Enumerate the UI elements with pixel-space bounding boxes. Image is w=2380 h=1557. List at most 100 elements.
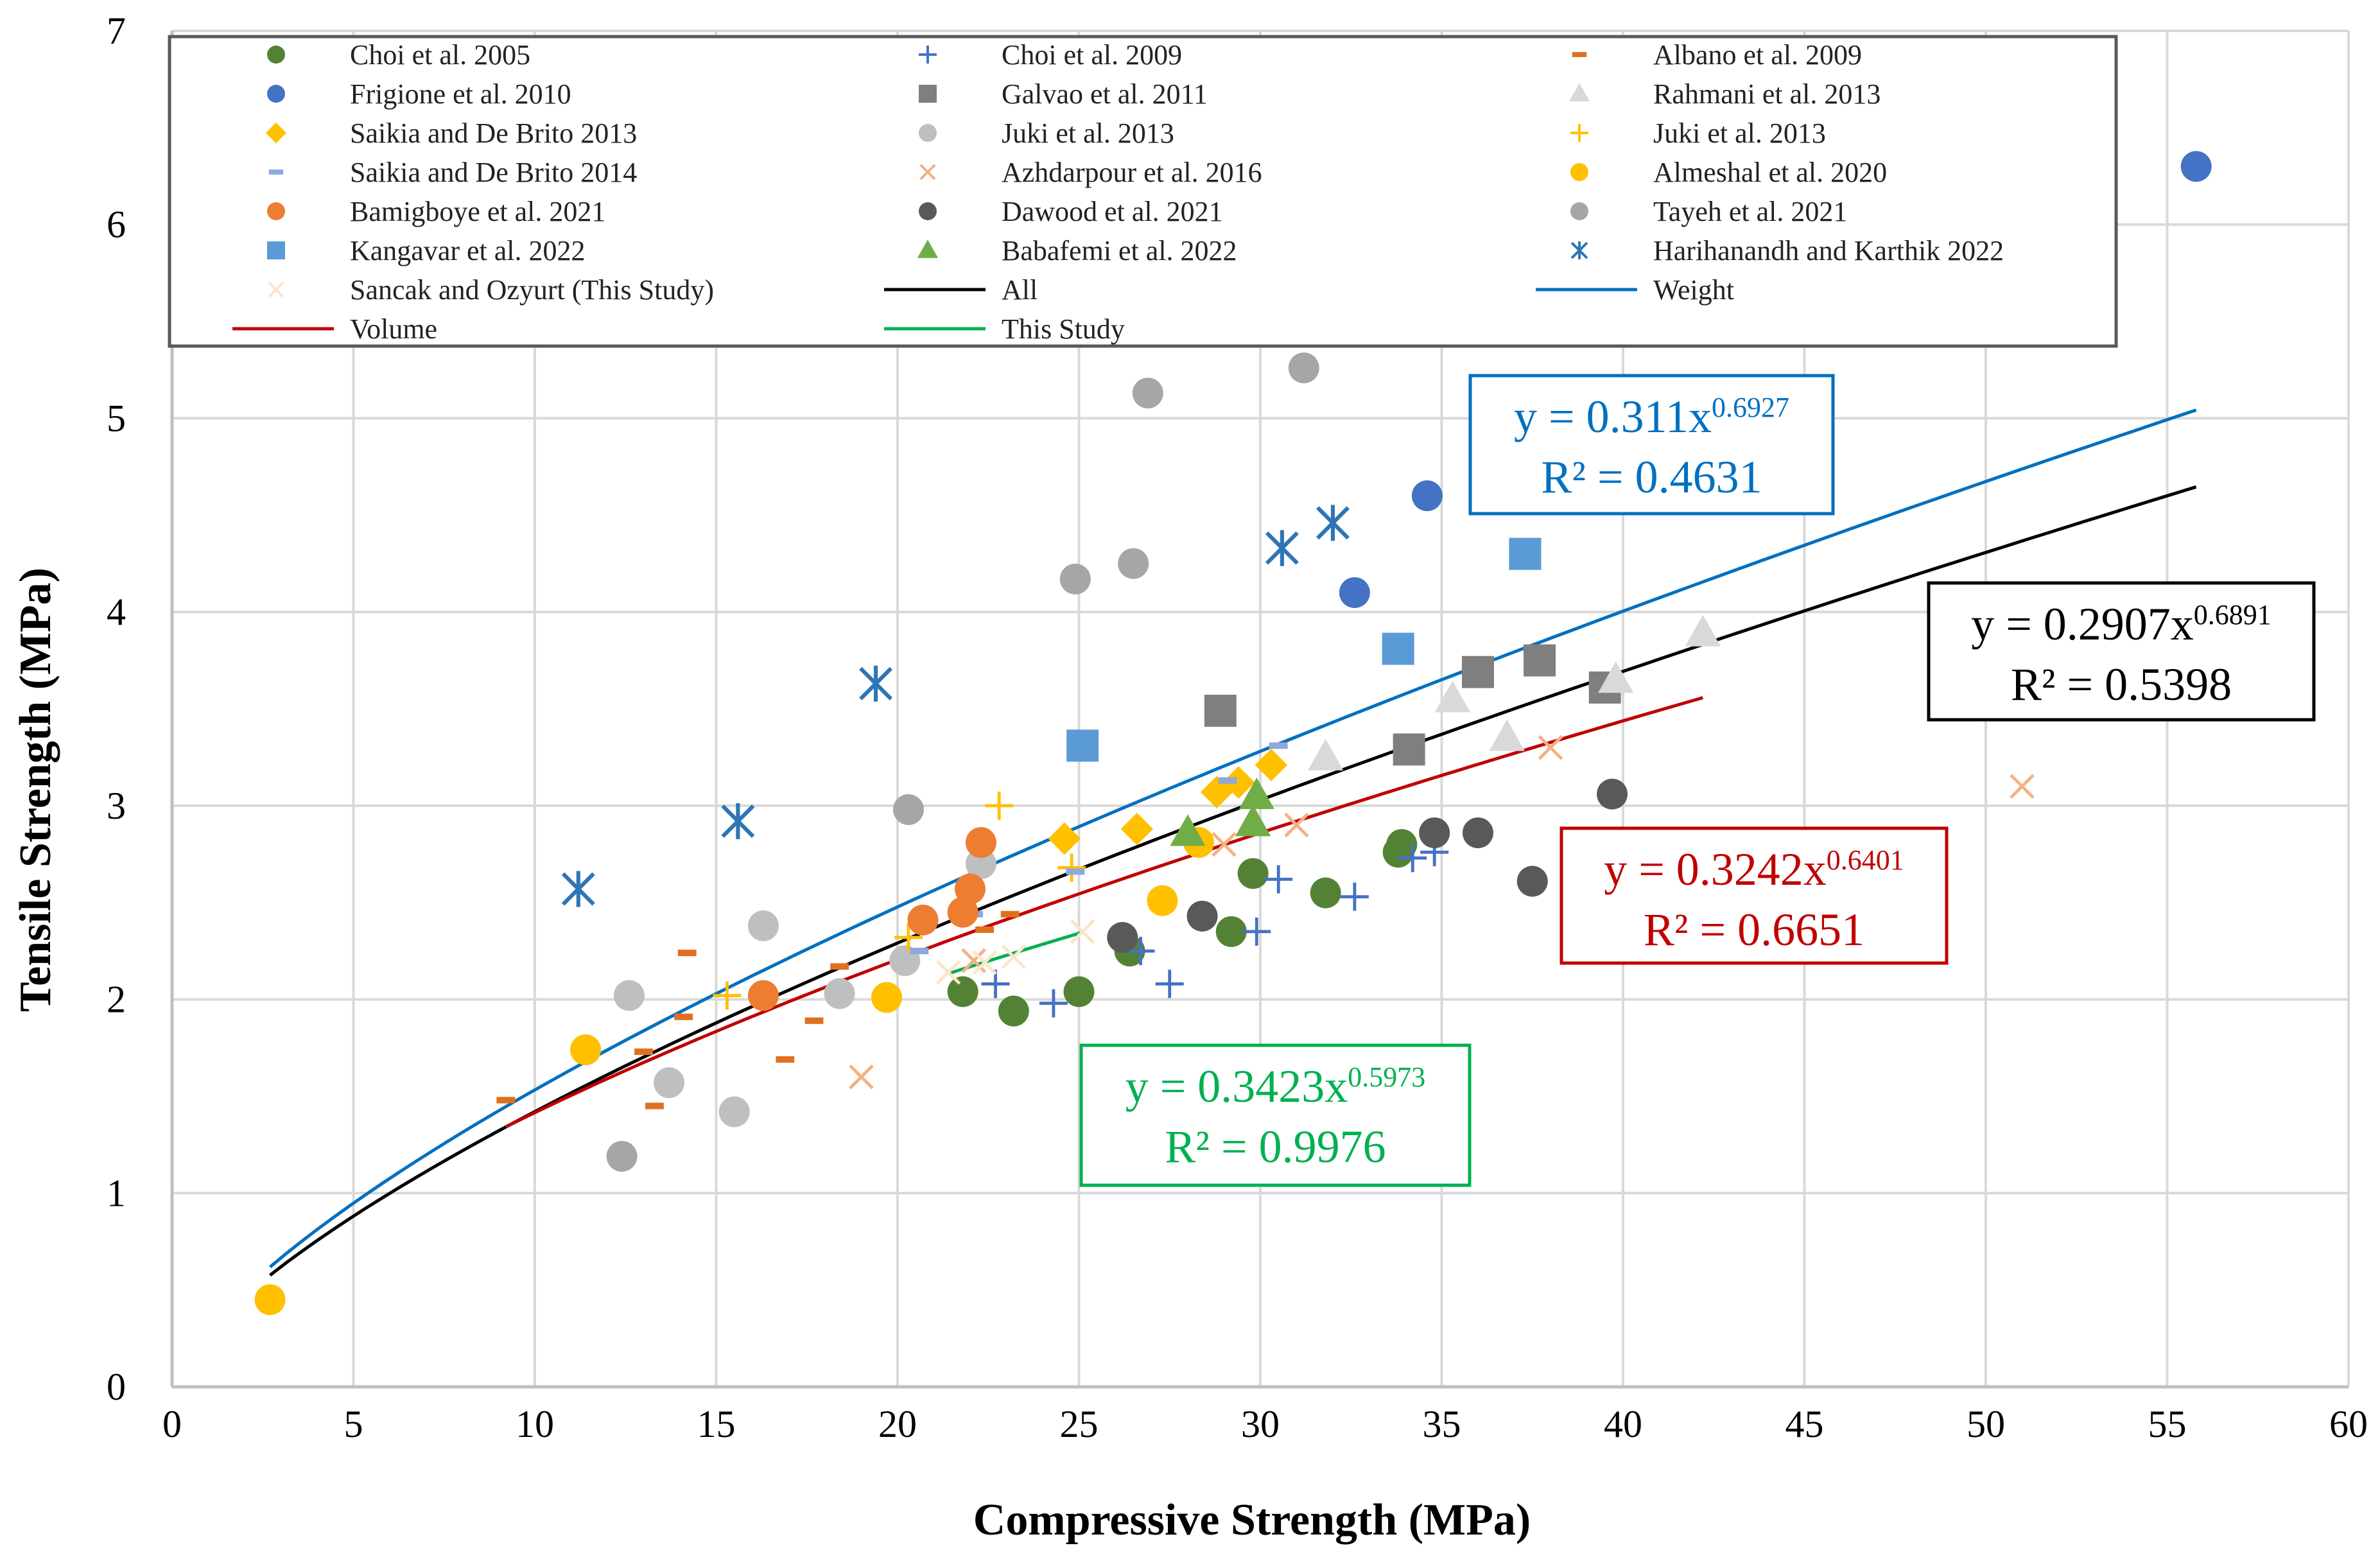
data-point bbox=[1066, 868, 1085, 875]
legend-label: Volume bbox=[350, 313, 437, 345]
y-tick-label: 1 bbox=[107, 1172, 126, 1214]
data-point bbox=[718, 1096, 750, 1127]
data-point bbox=[1310, 877, 1341, 909]
data-point bbox=[1126, 937, 1155, 966]
data-point bbox=[1070, 919, 1095, 944]
data-point bbox=[776, 1056, 795, 1063]
x-tick-label: 25 bbox=[1060, 1403, 1099, 1445]
data-point bbox=[849, 1064, 874, 1090]
legend-marker bbox=[917, 239, 939, 258]
legend-entry: All bbox=[884, 274, 1038, 306]
legend: Choi et al. 2005 Choi et al. 2009 Albano e… bbox=[168, 35, 2118, 348]
legend-marker bbox=[1568, 83, 1590, 101]
data-point bbox=[1393, 733, 1425, 766]
legend-entry: Tayeh et al. 2021 bbox=[1570, 196, 1847, 227]
legend-entry: Bamigboye et al. 2021 bbox=[267, 196, 605, 227]
data-point bbox=[935, 960, 961, 985]
legend-marker bbox=[919, 46, 937, 64]
data-point bbox=[1132, 378, 1163, 409]
legend-marker bbox=[919, 85, 937, 103]
data-point bbox=[892, 794, 924, 825]
legend-label: Albano et al. 2009 bbox=[1653, 39, 1862, 71]
legend-label: Weight bbox=[1653, 274, 1734, 306]
data-point bbox=[1170, 814, 1206, 846]
data-point bbox=[955, 873, 986, 905]
data-point bbox=[654, 1067, 685, 1099]
trendline-this-study bbox=[948, 930, 1083, 975]
legend-marker bbox=[1570, 202, 1588, 220]
x-tick-label: 60 bbox=[2329, 1403, 2368, 1445]
data-point bbox=[1269, 742, 1288, 749]
data-point bbox=[1218, 777, 1237, 784]
data-point bbox=[1489, 719, 1525, 751]
data-point bbox=[1001, 944, 1027, 970]
legend-entry: Albano et al. 2009 bbox=[1572, 39, 1862, 71]
data-point bbox=[747, 980, 779, 1011]
data-point bbox=[1237, 858, 1269, 889]
legend-entry: Sancak and Ozyurt (This Study) bbox=[268, 274, 714, 306]
data-point bbox=[721, 803, 755, 839]
r-squared-text: R² = 0.6651 bbox=[1644, 904, 1864, 955]
data-point bbox=[1516, 865, 1548, 897]
data-point bbox=[1118, 548, 1149, 579]
legend-label: Bamigboye et al. 2021 bbox=[350, 196, 605, 227]
data-point bbox=[570, 1034, 602, 1066]
legend-label: Saikia and De Brito 2013 bbox=[350, 117, 637, 149]
legend-marker bbox=[267, 241, 285, 259]
legend-label: Sancak and Ozyurt (This Study) bbox=[350, 274, 714, 306]
legend-entry: Saikia and De Brito 2014 bbox=[268, 157, 637, 188]
legend-entry: Galvao et al. 2011 bbox=[919, 78, 1208, 110]
data-point bbox=[985, 791, 1014, 820]
x-tick-label: 55 bbox=[2148, 1403, 2187, 1445]
data-point bbox=[1204, 695, 1237, 727]
data-point bbox=[972, 950, 997, 975]
data-point bbox=[894, 923, 923, 952]
data-point bbox=[1000, 910, 1020, 918]
r-squared-text: R² = 0.5398 bbox=[2011, 659, 2232, 710]
data-point bbox=[1107, 922, 1138, 953]
y-tick-label: 3 bbox=[107, 785, 126, 827]
data-point bbox=[1538, 735, 1563, 760]
data-point bbox=[1288, 352, 1319, 383]
legend-label: Dawood et al. 2021 bbox=[1002, 196, 1223, 227]
legend-entry: Azhdarpour et al. 2016 bbox=[919, 157, 1262, 188]
legend-marker bbox=[919, 124, 937, 142]
legend-label: Galvao et al. 2011 bbox=[1002, 78, 1208, 110]
data-point bbox=[1057, 853, 1086, 882]
legend-marker bbox=[919, 164, 936, 180]
data-point bbox=[674, 1013, 693, 1020]
data-point bbox=[1059, 563, 1091, 595]
data-point bbox=[981, 970, 1010, 998]
legend-entry: Rahmani et al. 2013 bbox=[1568, 78, 1881, 110]
x-tick-label: 40 bbox=[1604, 1403, 1642, 1445]
legend-label: Choi et al. 2009 bbox=[1002, 39, 1182, 71]
data-point bbox=[1382, 632, 1414, 665]
legend-label: This Study bbox=[1002, 313, 1125, 345]
data-point bbox=[254, 1284, 286, 1316]
equation-exponent: 0.6401 bbox=[1827, 844, 1904, 876]
data-point bbox=[910, 948, 929, 955]
equation-exponent: 0.6927 bbox=[1712, 392, 1789, 423]
legend-marker bbox=[1570, 124, 1588, 142]
legend-entry: Harihanandh and Karthik 2022 bbox=[1570, 235, 2004, 266]
data-point bbox=[1386, 829, 1418, 860]
data-point bbox=[645, 1102, 664, 1109]
legend-entry: Choi et al. 2005 bbox=[267, 39, 530, 71]
legend-entry: Babafemi et al. 2022 bbox=[917, 235, 1237, 266]
trendline-all bbox=[269, 485, 2197, 1277]
data-point bbox=[947, 976, 978, 1007]
data-point bbox=[824, 978, 855, 1009]
data-point bbox=[1238, 777, 1274, 810]
legend-marker bbox=[265, 122, 287, 144]
y-tick-label: 2 bbox=[107, 979, 126, 1021]
data-point bbox=[561, 871, 595, 907]
data-point bbox=[2010, 774, 2035, 799]
data-point bbox=[1063, 976, 1095, 1007]
legend-label: Azhdarpour et al. 2016 bbox=[1002, 157, 1262, 188]
data-point bbox=[1524, 644, 1556, 677]
data-point bbox=[1155, 970, 1184, 998]
